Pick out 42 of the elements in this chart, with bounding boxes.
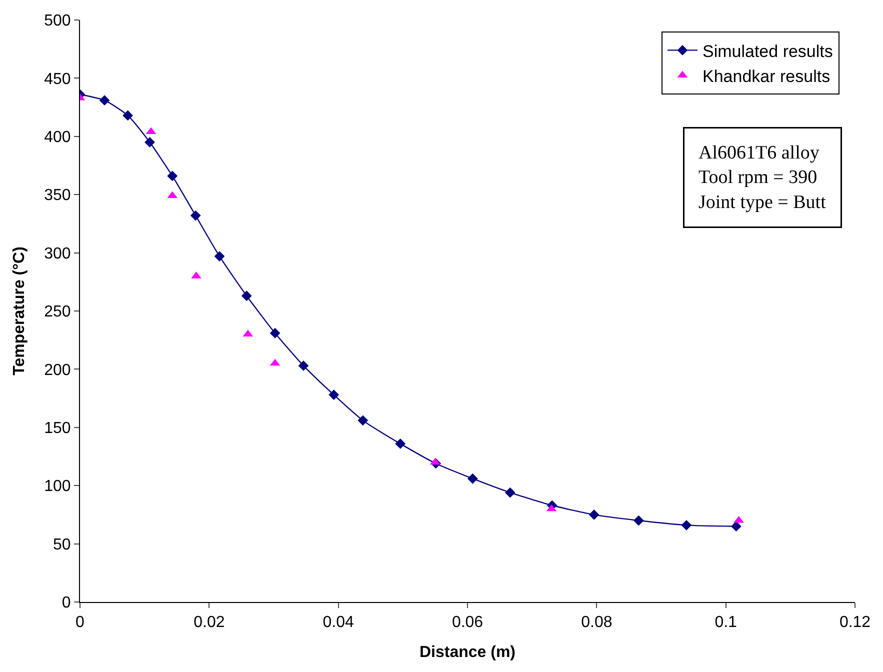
legend-label: Khandkar results bbox=[702, 66, 830, 86]
y-tick-label: 150 bbox=[44, 420, 71, 437]
y-tick-label: 400 bbox=[44, 129, 71, 146]
annotation: Al6061T6 alloy Tool rpm = 390 Joint type = Butt bbox=[698, 142, 827, 213]
point bbox=[270, 328, 280, 338]
point bbox=[358, 415, 368, 426]
y-tick-label: 250 bbox=[44, 304, 71, 321]
point bbox=[99, 95, 110, 106]
point bbox=[730, 521, 742, 532]
point bbox=[144, 137, 155, 148]
point bbox=[298, 360, 309, 371]
y-tick-label: 300 bbox=[44, 245, 71, 262]
x-tick-label: 0 bbox=[76, 614, 85, 632]
y-tick-label: 100 bbox=[44, 478, 71, 496]
point bbox=[504, 487, 516, 498]
y-tick-label: 500 bbox=[44, 12, 71, 30]
point bbox=[190, 210, 201, 221]
point bbox=[681, 520, 692, 530]
y-tick-label: 0 bbox=[62, 594, 71, 612]
point bbox=[633, 515, 644, 526]
y-tick-label: 450 bbox=[44, 70, 71, 88]
point bbox=[214, 251, 225, 262]
y-tick-label: 50 bbox=[53, 536, 71, 554]
point bbox=[167, 170, 178, 182]
point bbox=[328, 390, 340, 400]
y-axis-title: Temperature (°C) bbox=[10, 246, 28, 376]
x-tick-label: 0.08 bbox=[581, 614, 612, 632]
x-axis-title: Distance (m) bbox=[419, 644, 516, 661]
x-tick-label: 0.04 bbox=[322, 614, 354, 632]
point bbox=[588, 510, 600, 520]
y-tick-label: 200 bbox=[44, 362, 71, 379]
point bbox=[122, 110, 133, 121]
point bbox=[467, 473, 478, 484]
x-tick-label: 0.02 bbox=[194, 614, 225, 632]
point bbox=[395, 438, 406, 449]
x-tick-label: 0.1 bbox=[714, 614, 738, 632]
point bbox=[430, 458, 440, 465]
point bbox=[241, 290, 252, 302]
x-tick-label: 0.12 bbox=[839, 614, 871, 632]
legend-label: Simulated results bbox=[702, 42, 833, 61]
y-tick-label: 350 bbox=[44, 187, 71, 204]
x-tick-label: 0.06 bbox=[452, 614, 484, 632]
